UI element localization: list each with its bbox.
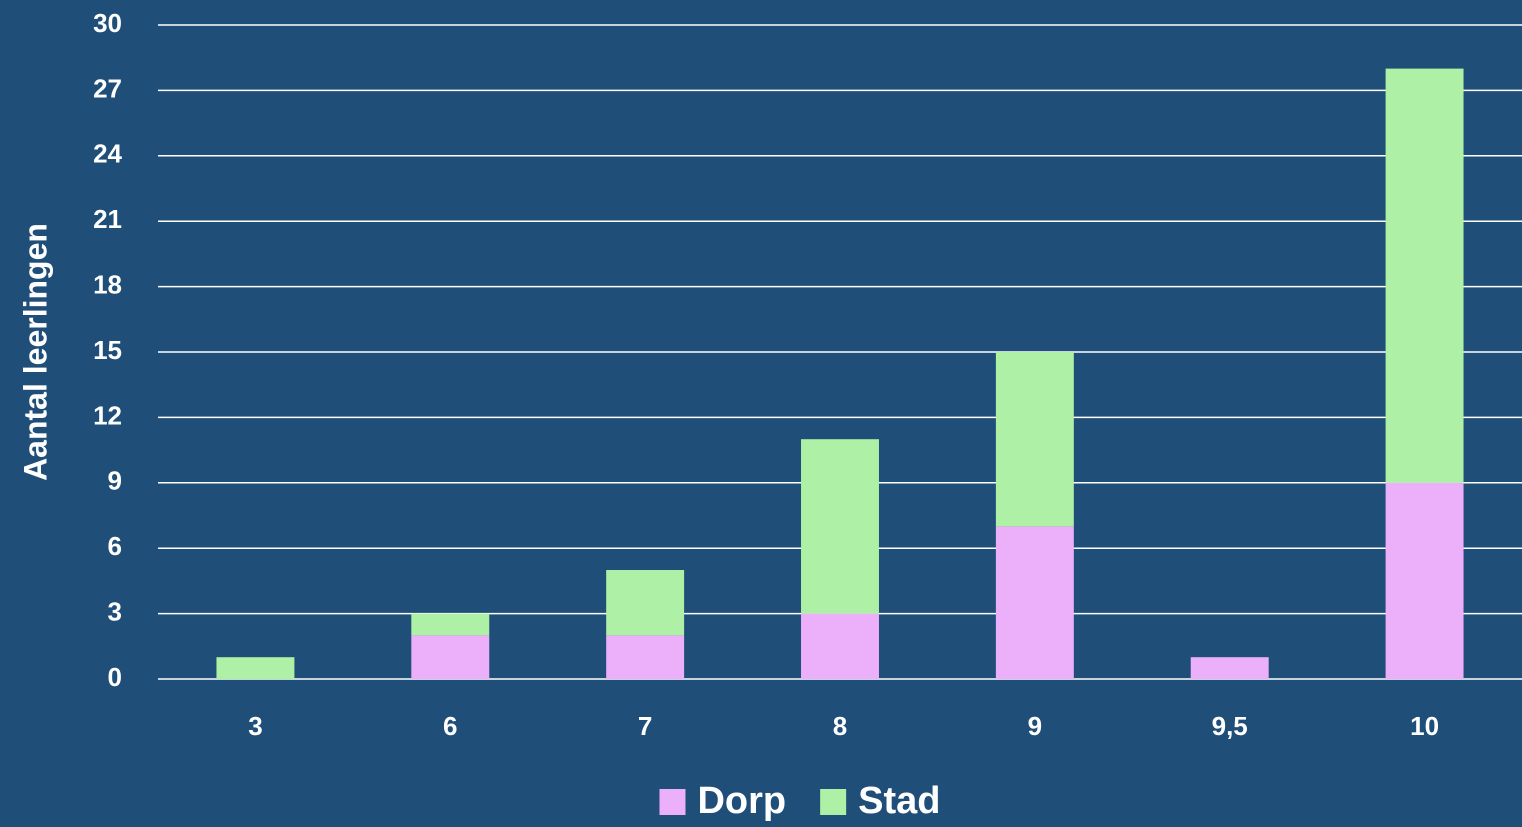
bar-segment <box>216 657 295 679</box>
x-tick-label: 9,5 <box>1212 711 1248 741</box>
y-tick-label: 27 <box>93 73 122 103</box>
bar-segment <box>801 439 879 614</box>
bar-segment <box>606 570 685 636</box>
x-tick-label: 9 <box>1028 711 1042 741</box>
x-tick-label: 10 <box>1410 711 1439 741</box>
x-tick-label: 6 <box>443 711 457 741</box>
y-axis-title: Aantal leerlingen <box>17 223 53 481</box>
bar-segment <box>1385 68 1464 483</box>
legend-label: Stad <box>858 780 940 822</box>
x-tick-label: 8 <box>833 711 847 741</box>
bar-segment <box>411 635 490 679</box>
bar-segment <box>1190 657 1269 679</box>
x-tick-label: 7 <box>638 711 652 741</box>
legend-swatch <box>659 789 686 815</box>
bar-segment <box>995 352 1074 527</box>
y-tick-label: 0 <box>108 662 122 692</box>
y-tick-label: 18 <box>93 269 122 299</box>
y-tick-label: 12 <box>93 400 122 430</box>
y-tick-label: 15 <box>93 335 122 365</box>
x-tick-label: 3 <box>248 711 262 741</box>
legend-swatch <box>820 789 847 815</box>
bar-segment <box>801 613 879 679</box>
bar-segment <box>1385 482 1464 679</box>
y-tick-label: 24 <box>93 139 122 169</box>
bar-segment <box>606 635 685 679</box>
y-tick-label: 21 <box>93 204 122 234</box>
y-tick-label: 30 <box>93 8 122 38</box>
y-tick-label: 3 <box>108 596 122 626</box>
legend-label: Dorp <box>697 780 786 822</box>
bar-segment <box>995 526 1074 679</box>
bar-segment <box>411 613 490 636</box>
y-tick-label: 6 <box>108 531 122 561</box>
y-tick-label: 9 <box>108 466 122 496</box>
